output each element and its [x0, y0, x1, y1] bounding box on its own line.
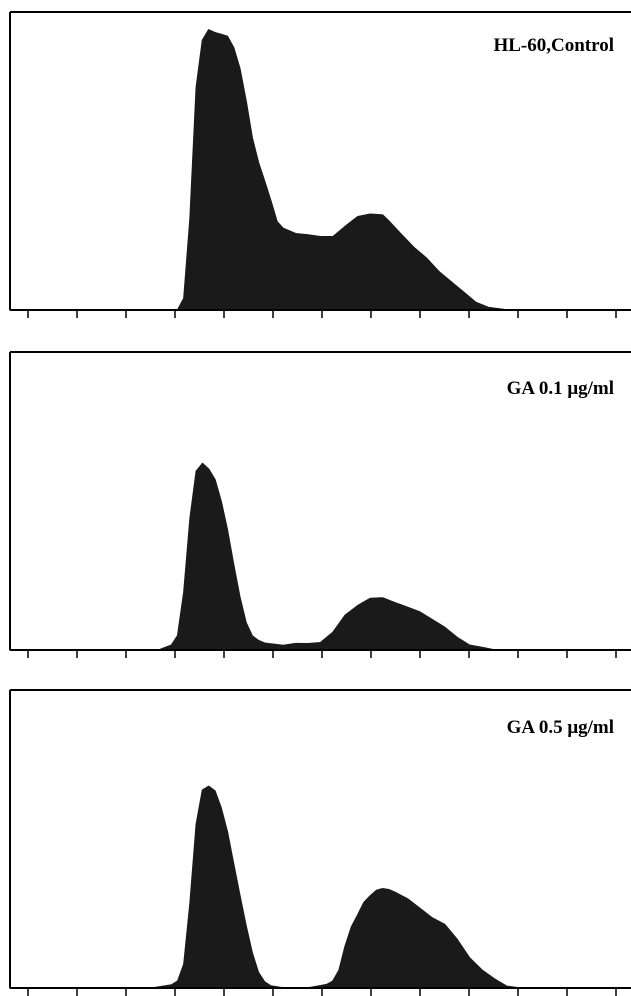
- panel-label-ga-0-1: GA 0.1 μg/ml: [507, 378, 614, 399]
- panel-ga-0-5: GA 0.5 μg/ml: [9, 689, 631, 996]
- panel-label-control: HL-60,Control: [493, 35, 614, 56]
- histogram-area-control: [9, 29, 631, 311]
- histogram-area-ga-0-5: [9, 785, 631, 989]
- panel-ga-0-1: GA 0.1 μg/ml: [9, 351, 631, 658]
- histogram-area-ga-0-1: [9, 462, 631, 651]
- panel-label-ga-0-5: GA 0.5 μg/ml: [507, 717, 614, 738]
- panel-control: HL-60,Control: [9, 11, 631, 318]
